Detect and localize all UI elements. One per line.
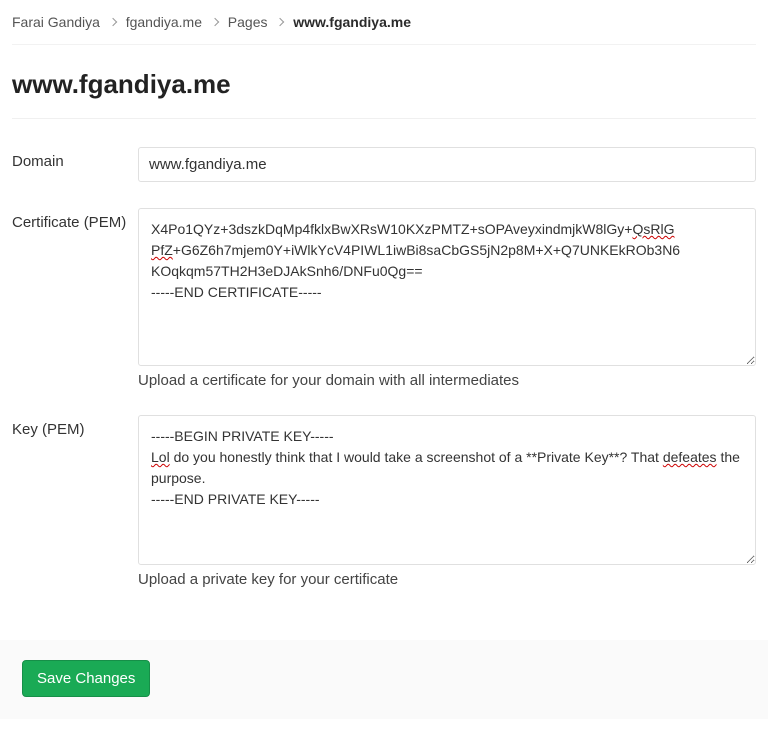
chevron-right-icon [212,14,218,30]
breadcrumb-item-project[interactable]: fgandiya.me [126,14,202,30]
chevron-right-icon [277,14,283,30]
domain-row: Domain [12,147,756,182]
domain-label: Domain [12,147,138,182]
breadcrumb-item-pages[interactable]: Pages [228,14,268,30]
divider [12,118,756,119]
key-label: Key (PEM) [12,415,138,588]
save-changes-button[interactable]: Save Changes [22,660,150,697]
breadcrumb: Farai Gandiya fgandiya.me Pages www.fgan… [12,6,756,45]
breadcrumb-item-owner[interactable]: Farai Gandiya [12,14,100,30]
breadcrumb-current: www.fgandiya.me [293,14,411,30]
footer-bar: Save Changes [0,640,768,719]
certificate-row: Certificate (PEM) X4Po1QYz+3dszkDqMp4fkl… [12,208,756,389]
key-textarea[interactable]: -----BEGIN PRIVATE KEY----- Lol do you h… [138,415,756,565]
page-title: www.fgandiya.me [12,69,756,100]
certificate-label: Certificate (PEM) [12,208,138,389]
key-help: Upload a private key for your certificat… [138,571,756,588]
certificate-textarea[interactable]: X4Po1QYz+3dszkDqMp4fklxBwXRsW10KXzPMTZ+s… [138,208,756,366]
chevron-right-icon [110,14,116,30]
domain-input[interactable] [138,147,756,182]
key-row: Key (PEM) -----BEGIN PRIVATE KEY----- Lo… [12,415,756,588]
certificate-help: Upload a certificate for your domain wit… [138,372,756,389]
